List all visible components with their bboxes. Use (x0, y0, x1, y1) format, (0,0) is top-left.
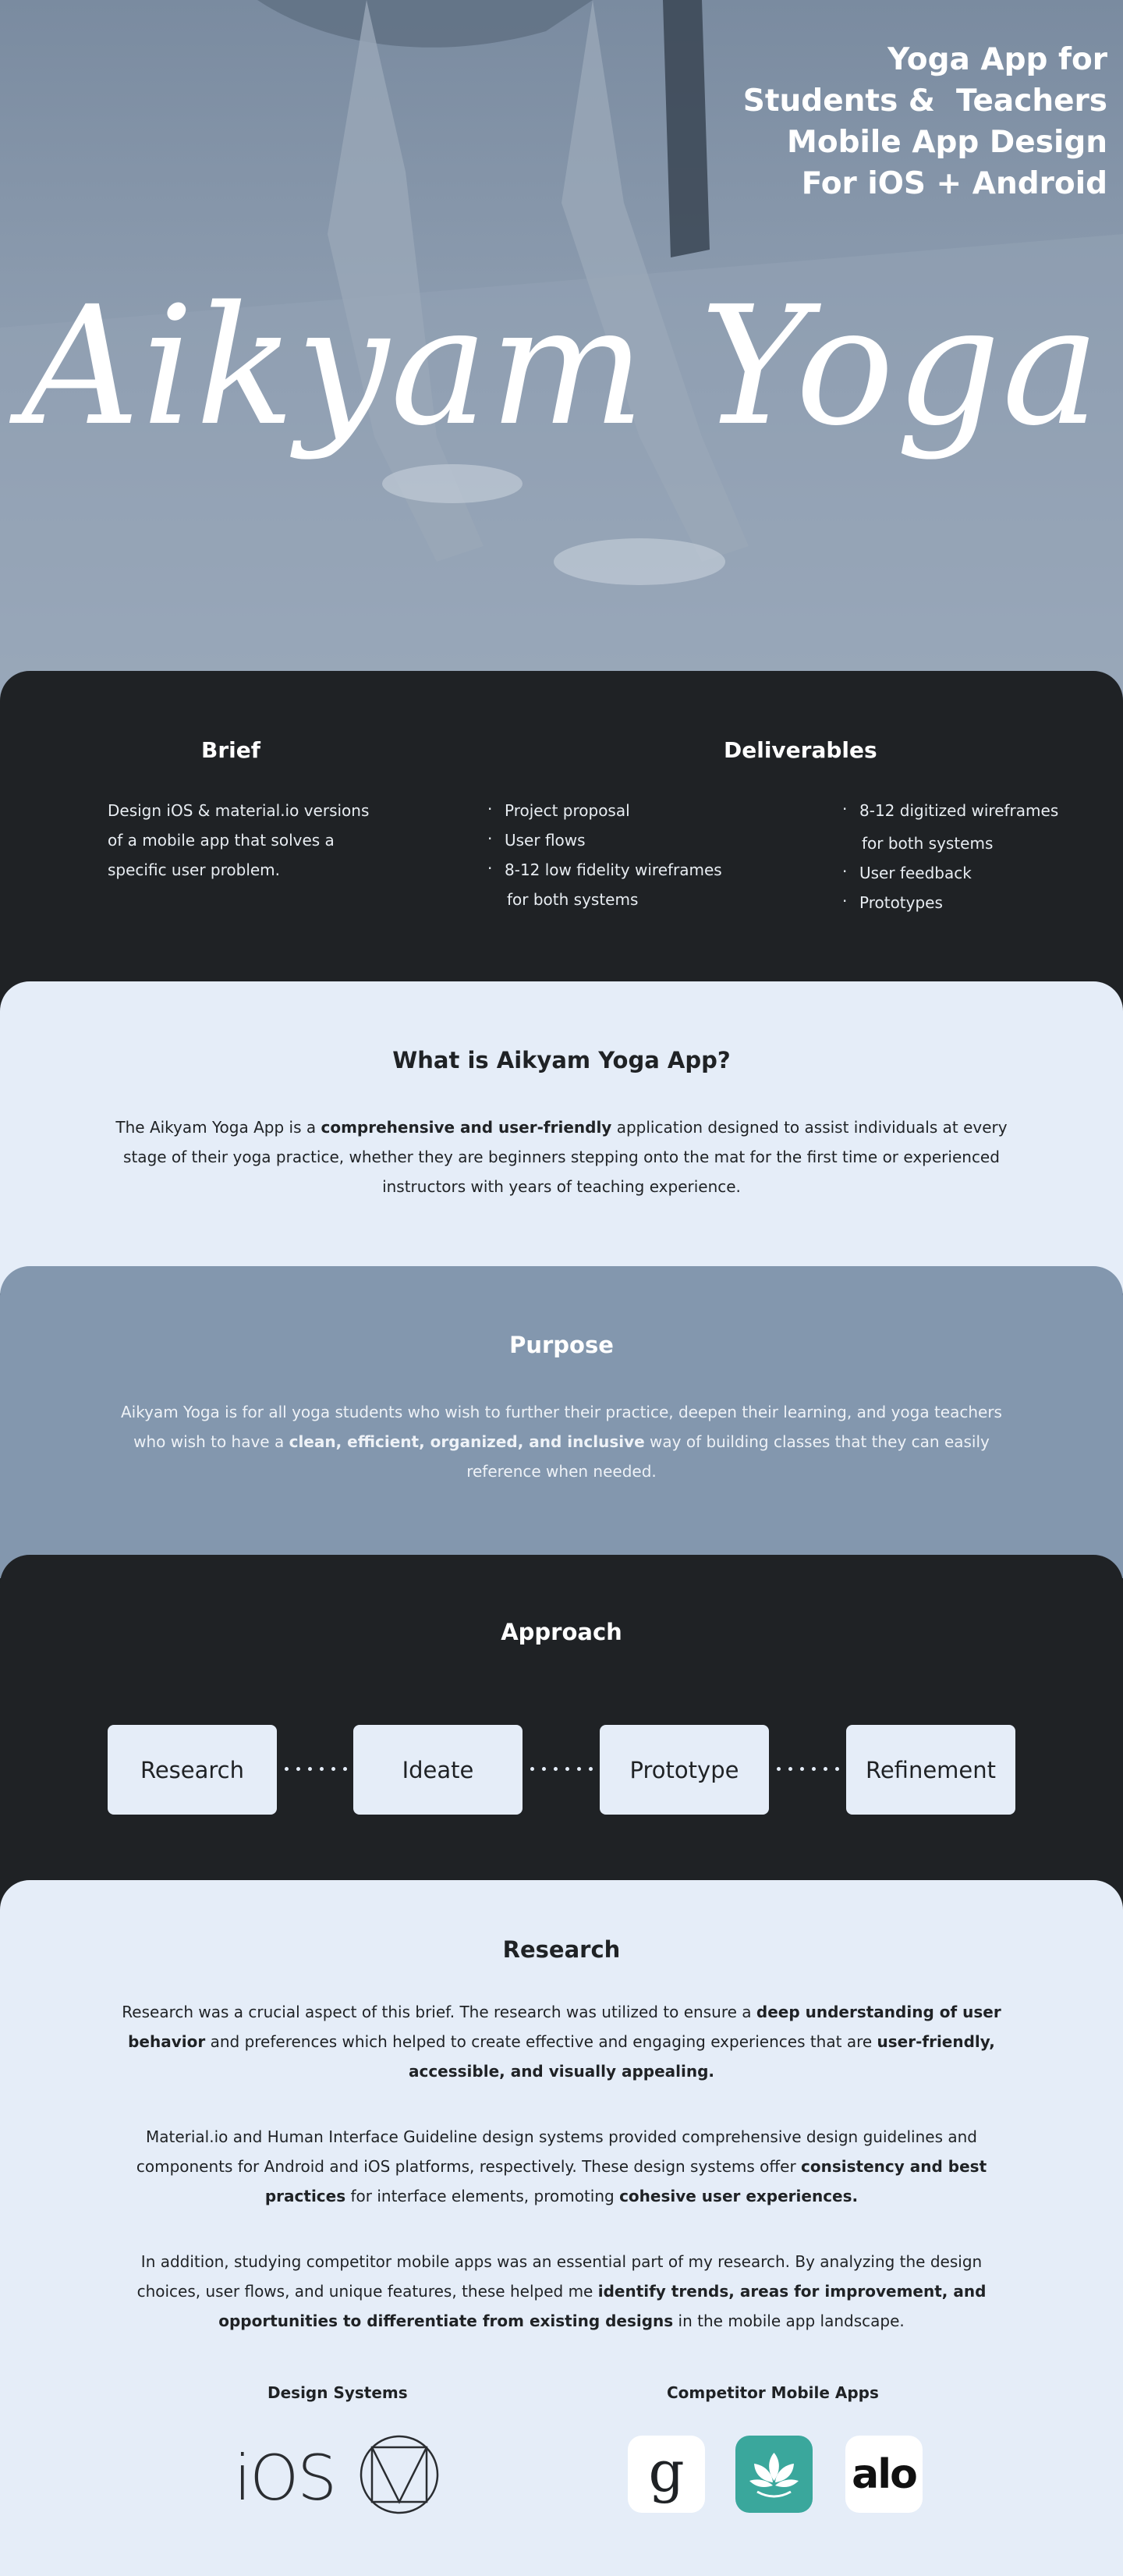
text-run: way of building classes that they can ea… (466, 1432, 990, 1481)
list-item: Prototypes (842, 886, 1100, 917)
lotus-icon (749, 2453, 799, 2498)
deliverables-title: Deliverables (724, 737, 877, 763)
list-item: User feedback (842, 857, 1100, 888)
list-item: 8-12 digitized wireframes for both system… (842, 794, 1100, 858)
list-item-line: 8-12 digitized wireframes (859, 801, 1059, 820)
text-run-bold: identify trends, areas for improvement, … (218, 2282, 987, 2330)
material-logo-icon (360, 2435, 439, 2514)
brief-title: Brief (201, 737, 260, 763)
text-run-bold: comprehensive and user-friendly (321, 1118, 612, 1137)
step-ideate: Ideate (353, 1725, 523, 1815)
glo-glyph: g (648, 2439, 685, 2504)
text-run-bold: user-friendly, accessible, and visually … (408, 2032, 995, 2081)
text-run: and preferences which helped to create e… (205, 2032, 877, 2051)
purpose-title: Purpose (509, 1332, 614, 1358)
text-run: Research was a crucial aspect of this br… (122, 2003, 756, 2021)
list-item: User flows (487, 824, 768, 855)
text-run: In addition, studying competitor mobile … (136, 2252, 983, 2301)
research-paragraph-1: Research was a crucial aspect of this br… (109, 1997, 1014, 2086)
research-title: Research (502, 1936, 621, 1963)
text-run-bold: clean, efficient, organized, and inclusi… (289, 1432, 645, 1451)
list-item: 8-12 low fidelity wireframes for both sys… (487, 853, 768, 914)
ios-logo: iOS (234, 2442, 337, 2514)
what-is-section: What is Aikyam Yoga App? The Aikyam Yoga… (0, 981, 1123, 1293)
text-run: for interface elements, promoting (345, 2187, 620, 2205)
research-paragraph-3: In addition, studying competitor mobile … (109, 2247, 1014, 2336)
list-item: Project proposal (487, 794, 768, 825)
text-run: in the mobile app landscape. (673, 2312, 905, 2330)
step-connector (285, 1767, 347, 1772)
text-run: Material.io and Human Interface Guidelin… (136, 2127, 977, 2176)
approach-title: Approach (501, 1619, 622, 1645)
purpose-section: Purpose Aikyam Yoga is for all yoga stud… (0, 1266, 1123, 1578)
brief-section: Brief Design iOS & material.io versions … (0, 671, 1123, 1030)
hero-tagline: Yoga App for Students & Teachers Mobile … (742, 42, 1107, 201)
list-item-line: 8-12 low fidelity wireframes (505, 860, 722, 879)
step-connector (777, 1767, 839, 1772)
purpose-text: Aikyam Yoga is for all yoga students who… (109, 1397, 1014, 1486)
brief-text: Design iOS & material.io versions of a m… (108, 801, 370, 879)
hero-banner: Yoga App for Students & Teachers Mobile … (0, 0, 1123, 702)
text-run: Aikyam Yoga is for all yoga students who… (121, 1403, 1002, 1451)
step-prototype: Prototype (600, 1725, 769, 1815)
deliverables-list-2: 8-12 digitized wireframes for both system… (842, 794, 1100, 917)
deliverables-list-1: Project proposal User flows 8-12 low fid… (487, 794, 768, 914)
text-run-bold: consistency and best practices (264, 2157, 987, 2205)
hero-title: Aikyam Yoga (21, 271, 1102, 462)
step-research: Research (108, 1725, 277, 1815)
research-paragraph-2: Material.io and Human Interface Guidelin… (109, 2122, 1014, 2211)
approach-section: Approach Research Ideate Prototype Refin… (0, 1555, 1123, 1921)
what-is-text: The Aikyam Yoga App is a comprehensive a… (109, 1112, 1014, 1201)
step-connector (530, 1767, 593, 1772)
text-run: The Aikyam Yoga App is a (115, 1118, 321, 1137)
text-run: application designed to assist individua… (123, 1118, 1008, 1196)
text-run-bold: deep understanding of user behavior (128, 2003, 1001, 2051)
alo-app-icon: alo (845, 2436, 923, 2513)
research-section: Research Research was a crucial aspect o… (0, 1880, 1123, 2576)
competitor-apps-label: Competitor Mobile Apps (667, 2383, 879, 2402)
lotus-app-icon (735, 2436, 813, 2513)
step-refinement: Refinement (846, 1725, 1015, 1815)
hero-photo (0, 0, 1123, 702)
what-is-title: What is Aikyam Yoga App? (392, 1047, 731, 1073)
alo-wordmark: alo (852, 2451, 918, 2498)
glo-app-icon: g (628, 2436, 705, 2513)
list-item-line: for both systems (507, 890, 639, 909)
design-systems-label: Design Systems (267, 2383, 408, 2402)
list-item-line: for both systems (862, 834, 994, 853)
text-run-bold: cohesive user experiences. (619, 2187, 859, 2205)
